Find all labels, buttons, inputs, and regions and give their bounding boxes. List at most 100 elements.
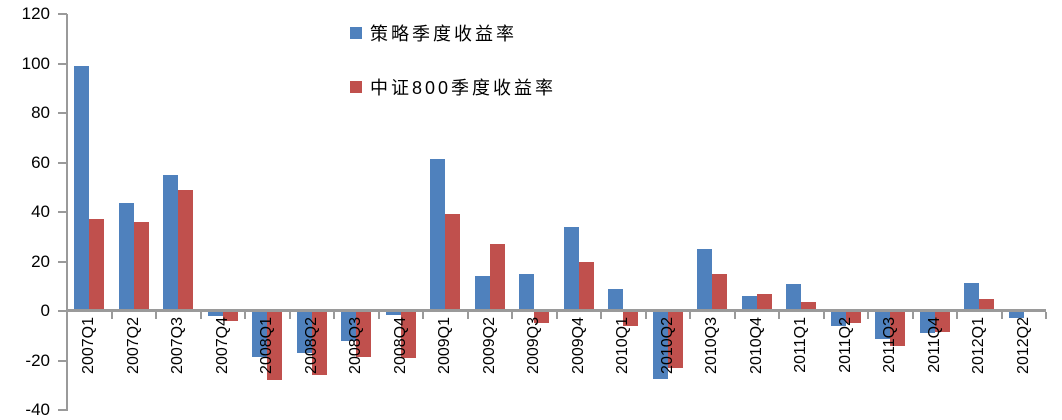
x-axis-label-2007Q2: 2007Q2 xyxy=(125,317,143,413)
x-axis-tick-8 xyxy=(422,312,424,319)
legend-label-strategy: 策略季度收益率 xyxy=(370,24,517,44)
bar-strategy-2009Q2 xyxy=(474,276,490,311)
x-axis-label-2008Q1: 2008Q1 xyxy=(258,317,276,413)
bar-csi800-2010Q2 xyxy=(667,311,683,368)
y-axis-tick-40 xyxy=(58,211,67,213)
x-axis-label-2008Q3: 2008Q3 xyxy=(347,317,365,413)
bar-strategy-2010Q3 xyxy=(697,249,713,311)
y-axis-tick-100 xyxy=(58,62,67,65)
legend-item-csi800: 中证800季度收益率 xyxy=(350,74,556,100)
x-axis-label-2011Q1: 2011Q1 xyxy=(792,317,810,413)
bar-strategy-2007Q2 xyxy=(118,203,134,311)
x-axis-tick-1 xyxy=(110,312,113,319)
bar-strategy-2010Q1 xyxy=(608,288,624,311)
x-axis-label-text: 2009Q4 xyxy=(569,317,587,374)
x-axis-tick-9 xyxy=(466,312,469,319)
y-axis-label-60: 60 xyxy=(31,152,50,172)
x-axis-tick-19 xyxy=(911,312,914,319)
x-axis-tick-3 xyxy=(199,312,202,319)
x-axis-tick-21 xyxy=(1000,312,1003,319)
bar-strategy-2007Q1 xyxy=(74,65,90,311)
x-axis-tick-0 xyxy=(66,312,68,319)
x-axis-label-2008Q4: 2008Q4 xyxy=(392,317,410,413)
bar-strategy-2010Q2 xyxy=(652,311,668,380)
y-axis-tick-20 xyxy=(58,260,67,263)
bar-strategy-2009Q3 xyxy=(519,273,535,311)
bar-csi800-2007Q1 xyxy=(89,219,105,311)
x-axis-label-text: 2009Q2 xyxy=(480,317,498,374)
bar-csi800-2011Q4 xyxy=(934,311,950,333)
x-axis-label-2010Q3: 2010Q3 xyxy=(703,317,721,413)
bar-csi800-2009Q3 xyxy=(534,311,550,324)
y-axis-tick-80 xyxy=(58,112,67,114)
x-axis-label-2009Q1: 2009Q1 xyxy=(436,317,454,413)
bar-csi800-2008Q1 xyxy=(267,311,283,381)
bar-csi800-2009Q1 xyxy=(445,214,461,311)
x-axis-tick-16 xyxy=(778,312,780,319)
y-axis-label--20: -20 xyxy=(25,350,50,370)
bar-strategy-2011Q2 xyxy=(830,311,846,326)
x-axis-tick-10 xyxy=(511,312,513,319)
x-axis-label-text: 2011Q1 xyxy=(792,317,810,373)
y-axis-tick--40 xyxy=(58,409,67,411)
y-axis-label-20: 20 xyxy=(31,251,50,271)
x-axis-tick-20 xyxy=(956,312,958,319)
x-axis-tick-7 xyxy=(377,312,380,319)
x-axis-tick-11 xyxy=(555,312,558,319)
bar-csi800-2009Q4 xyxy=(578,261,594,311)
y-axis-label-0: 0 xyxy=(40,301,50,320)
y-axis-tick-60 xyxy=(58,161,67,164)
bar-csi800-2010Q4 xyxy=(756,293,772,311)
bar-csi800-2009Q2 xyxy=(489,244,505,311)
bar-strategy-2009Q4 xyxy=(563,226,579,311)
x-axis-label-text: 2012Q2 xyxy=(1014,317,1032,374)
legend: 策略季度收益率 中证800季度收益率 xyxy=(350,20,556,128)
x-axis-label-text: 2010Q3 xyxy=(703,317,721,374)
bar-csi800-2011Q1 xyxy=(801,302,817,311)
bar-csi800-2011Q2 xyxy=(845,311,861,324)
x-axis-label-2008Q2: 2008Q2 xyxy=(303,317,321,413)
x-axis-label-2007Q1: 2007Q1 xyxy=(80,317,98,413)
bar-strategy-2011Q1 xyxy=(786,283,802,311)
x-axis-label-2007Q4: 2007Q4 xyxy=(214,317,232,413)
x-axis-label-text: 2008Q1 xyxy=(258,317,276,374)
bar-strategy-2009Q1 xyxy=(430,158,446,311)
x-axis-label-2011Q4: 2011Q4 xyxy=(926,317,944,413)
y-axis-tick--20 xyxy=(58,359,67,362)
x-axis-label-text: 2007Q4 xyxy=(213,317,231,374)
x-axis-tick-18 xyxy=(867,312,869,319)
bar-strategy-2011Q4 xyxy=(919,311,935,334)
bar-strategy-2010Q4 xyxy=(741,296,757,311)
bar-strategy-2007Q4 xyxy=(207,311,223,316)
y-axis-label-40: 40 xyxy=(31,202,50,221)
bar-strategy-2012Q2 xyxy=(1008,311,1024,319)
bar-strategy-2008Q2 xyxy=(296,311,312,354)
legend-swatch-csi800-icon xyxy=(350,81,362,93)
bar-csi800-2012Q1 xyxy=(979,298,995,311)
x-axis-tick-6 xyxy=(333,312,335,319)
x-axis-label-text: 2008Q2 xyxy=(302,317,320,374)
x-axis-label-text: 2008Q3 xyxy=(347,317,365,374)
x-axis-label-2012Q2: 2012Q2 xyxy=(1015,317,1033,413)
x-axis-label-2011Q3: 2011Q3 xyxy=(881,317,899,413)
bar-csi800-2010Q3 xyxy=(712,273,728,311)
bar-csi800-2007Q2 xyxy=(133,221,149,311)
x-axis-tick-12 xyxy=(600,312,602,319)
bar-csi800-2008Q4 xyxy=(400,311,416,359)
x-axis-label-text: 2011Q2 xyxy=(836,317,854,373)
y-axis-line xyxy=(66,14,68,411)
bar-csi800-2008Q2 xyxy=(311,311,327,376)
x-axis-label-2010Q4: 2010Q4 xyxy=(748,317,766,413)
x-axis-label-text: 2008Q4 xyxy=(391,317,409,374)
x-axis-label-2010Q1: 2010Q1 xyxy=(614,317,632,413)
x-axis-tick-13 xyxy=(644,312,647,319)
x-axis-label-2009Q2: 2009Q2 xyxy=(481,317,499,413)
x-axis-tick-15 xyxy=(733,312,736,319)
x-axis-label-text: 2009Q1 xyxy=(436,317,454,374)
x-axis-label-2009Q3: 2009Q3 xyxy=(525,317,543,413)
bar-strategy-2008Q4 xyxy=(385,311,401,315)
x-axis-line xyxy=(66,309,1046,312)
x-axis-tick-17 xyxy=(822,312,825,319)
y-axis-label-100: 100 xyxy=(21,53,50,73)
